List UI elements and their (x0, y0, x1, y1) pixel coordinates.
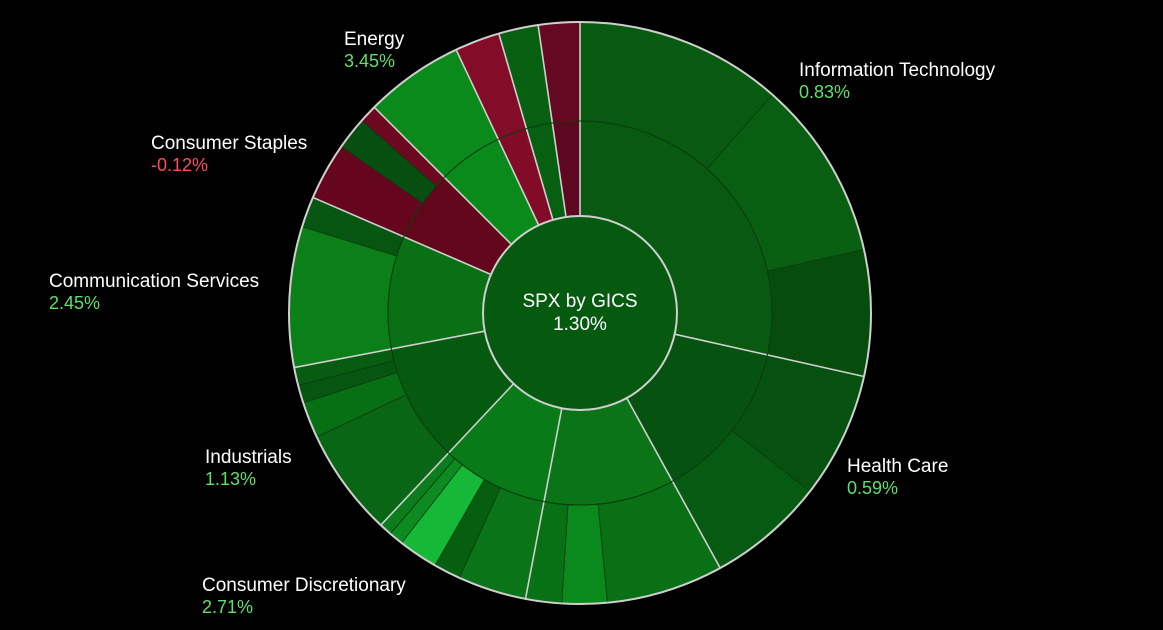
label-value-consumer-staples: -0.12% (151, 155, 208, 175)
middle-outline (387, 120, 773, 506)
sector-dividers (294, 22, 865, 599)
sector-divider-industrials-2 (380, 383, 515, 526)
label-name-industrials: Industrials (205, 447, 292, 468)
sector-divider-energy (373, 106, 512, 245)
label-value-communication-services: 2.45% (49, 293, 100, 313)
center-value: 1.30% (553, 314, 607, 335)
sector-divider-materials (498, 33, 554, 221)
sector-divider-industrials (524, 408, 563, 599)
center-title: SPX by GICS (522, 291, 637, 312)
label-value-industrials: 1.13% (205, 469, 256, 489)
sector-divider-health-care (674, 333, 865, 378)
label-name-consumer-discretionary: Consumer Discretionary (202, 575, 406, 596)
outer-outline (288, 21, 872, 605)
sector-divider-utilities (455, 49, 540, 226)
label-value-energy: 3.45% (344, 51, 395, 71)
label-value-consumer-discretionary: 2.71% (202, 597, 253, 617)
sector-divider-consumer-discretionary (626, 397, 721, 569)
sector-divider-consumer-staples (312, 196, 492, 276)
label-name-health-care: Health Care (847, 456, 948, 477)
sector-divider-real-estate (537, 24, 567, 218)
label-name-energy: Energy (344, 29, 405, 50)
label-name-consumer-staples: Consumer Staples (151, 133, 307, 154)
center-disc[interactable] (482, 215, 678, 411)
constituent-arc-information-technology-3[interactable] (766, 249, 872, 377)
label-value-information-technology: 0.83% (799, 82, 850, 102)
label-value-health-care: 0.59% (847, 478, 898, 498)
sector-divider-communication-services (294, 330, 485, 369)
inner-ring (387, 120, 773, 506)
label-name-communication-services: Communication Services (49, 271, 259, 292)
label-name-information-technology: Information Technology (799, 60, 996, 81)
